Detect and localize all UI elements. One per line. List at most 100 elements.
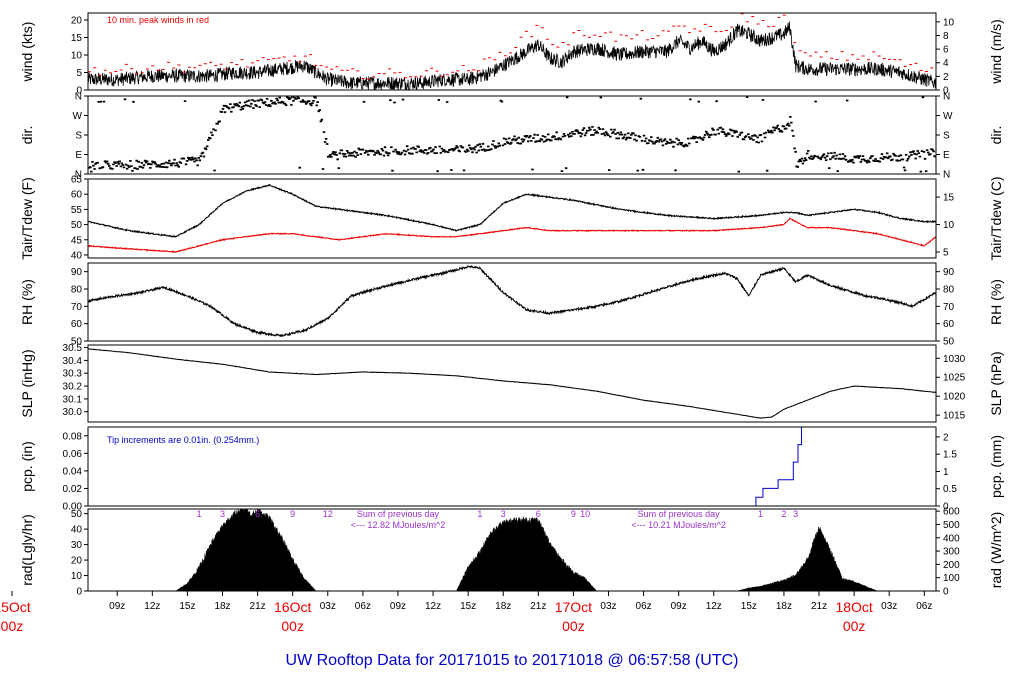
panel-plot-temp — [88, 183, 936, 254]
hour-marker: 2 — [781, 509, 786, 519]
right-tick-label: 6 — [943, 45, 949, 56]
panel-plot-rad — [88, 509, 936, 591]
time-tick-label: 21z — [811, 601, 827, 612]
right-tick-label: 2 — [943, 432, 949, 443]
time-tick-label: 18z — [495, 601, 511, 612]
time-tick-label: 18z — [214, 601, 230, 612]
left-axis-title: dir. — [19, 126, 35, 145]
left-tick-label: W — [73, 111, 83, 122]
left-tick-label: 0 — [76, 587, 82, 598]
left-tick-label: 5 — [76, 68, 82, 79]
hour-marker: 6 — [255, 509, 260, 519]
panel-rad: 010203040500100200300400500600rad(Lgly/h… — [19, 507, 1004, 598]
panel-frame-wind — [87, 12, 937, 91]
left-axis-title: Tair/Tdew (F) — [19, 177, 35, 259]
date-sublabel: 00z — [843, 618, 866, 634]
time-tick-label: 12z — [706, 601, 722, 612]
time-tick-label: 06z — [355, 601, 371, 612]
left-axis-title: RH (%) — [19, 279, 35, 325]
date-label: 15Oct — [0, 599, 31, 615]
hour-marker: 3 — [501, 509, 506, 519]
right-tick-label: 1020 — [943, 392, 966, 403]
right-tick-label: 0 — [943, 86, 949, 97]
wind-peak-marks — [88, 13, 936, 80]
panel-annotation: Tip increments are 0.01in. (0.254mm.) — [107, 435, 259, 445]
hour-marker: 1 — [197, 509, 202, 519]
left-tick-label: E — [75, 150, 82, 161]
left-tick-label: 0.00 — [63, 502, 83, 513]
right-tick-label: 10 — [943, 17, 955, 28]
hour-marker: 3 — [793, 509, 798, 519]
time-axis: 09z 12z 15z 18z 21z 03z 06z 09z 12z 15z 18z 21z 03z 0… — [0, 591, 932, 634]
left-tick-label: 0.04 — [63, 466, 83, 477]
time-tick-label: 21z — [250, 601, 266, 612]
right-tick-label: 2 — [943, 72, 949, 83]
right-tick-label: 0 — [943, 502, 949, 513]
right-tick-label: N — [943, 92, 950, 103]
left-tick-label: 80 — [71, 285, 83, 296]
panel-plot-pcp — [88, 427, 936, 506]
right-tick-label: N — [943, 170, 950, 181]
right-tick-label: 300 — [943, 547, 960, 558]
left-axis-title: SLP (inHg) — [19, 349, 35, 417]
panel-frame-temp — [87, 178, 937, 259]
left-tick-label: 30.0 — [63, 407, 83, 418]
time-tick-label: 21z — [530, 601, 546, 612]
series-temperature — [88, 183, 936, 239]
date-sublabel: 00z — [1, 618, 24, 634]
left-tick-label: 10 — [71, 51, 83, 62]
left-tick-label: 60 — [71, 190, 83, 201]
left-tick-label: 40 — [71, 525, 83, 536]
date-label: 18Oct — [835, 599, 872, 615]
time-tick-label: 09z — [109, 601, 125, 612]
left-tick-label: 0 — [76, 86, 82, 97]
left-tick-label: 50 — [71, 509, 83, 520]
panel-annotation: 10 min. peak winds in red — [107, 15, 209, 25]
panel-frame-rh — [87, 262, 937, 342]
rad-sum-label: Sum of previous day — [638, 509, 721, 519]
right-tick-label: 15 — [943, 193, 955, 204]
left-tick-label: 20 — [71, 556, 83, 567]
time-tick-label: 15z — [741, 601, 757, 612]
left-tick-label: 45 — [71, 235, 83, 246]
right-tick-label: 1.5 — [943, 450, 957, 461]
right-tick-label: 1015 — [943, 411, 966, 422]
panel-temp: 40 45 50 55 60 65 5 10 15 Tair/Tdew (F) Tair/Tdew … — [19, 175, 1004, 262]
right-tick-label: 200 — [943, 560, 960, 571]
series-precip — [88, 427, 936, 506]
right-axis-title: pcp. (mm) — [988, 435, 1004, 498]
left-tick-label: 20 — [71, 16, 83, 27]
date-sublabel: 00z — [281, 618, 304, 634]
panel-rh: 50 60 70 80 90 50 60 70 80 90 RH (%) RH (%) — [19, 262, 1004, 348]
hour-marker: 9 — [290, 509, 295, 519]
time-tick-label: 12z — [144, 601, 160, 612]
hour-marker: 12 — [323, 509, 333, 519]
hour-marker: 6 — [536, 509, 541, 519]
series-pressure — [88, 348, 936, 419]
left-tick-label: 30.1 — [63, 394, 83, 405]
series-radiation — [88, 509, 936, 591]
left-tick-label: 0.06 — [63, 449, 83, 460]
series-wind — [88, 21, 936, 90]
series-dewpoint — [88, 217, 936, 254]
time-tick-label: 03z — [881, 601, 897, 612]
right-tick-label: 8 — [943, 31, 949, 42]
time-tick-label: 15z — [460, 601, 476, 612]
time-tick-label: 09z — [390, 601, 406, 612]
right-tick-label: 80 — [943, 285, 955, 296]
panel-plot-slp — [88, 348, 936, 419]
left-tick-label: N — [75, 92, 82, 103]
left-tick-label: 60 — [71, 319, 83, 330]
right-tick-label: 90 — [943, 267, 955, 278]
left-tick-label: 70 — [71, 302, 83, 313]
panel-plot-rh — [88, 264, 936, 337]
left-axis-title: wind (kts) — [19, 22, 35, 83]
left-tick-label: S — [75, 131, 82, 142]
right-tick-label: 50 — [943, 337, 955, 348]
right-tick-label: 70 — [943, 302, 955, 313]
series-rh — [88, 264, 936, 337]
left-tick-label: 50 — [71, 220, 83, 231]
left-tick-label: 10 — [71, 571, 83, 582]
